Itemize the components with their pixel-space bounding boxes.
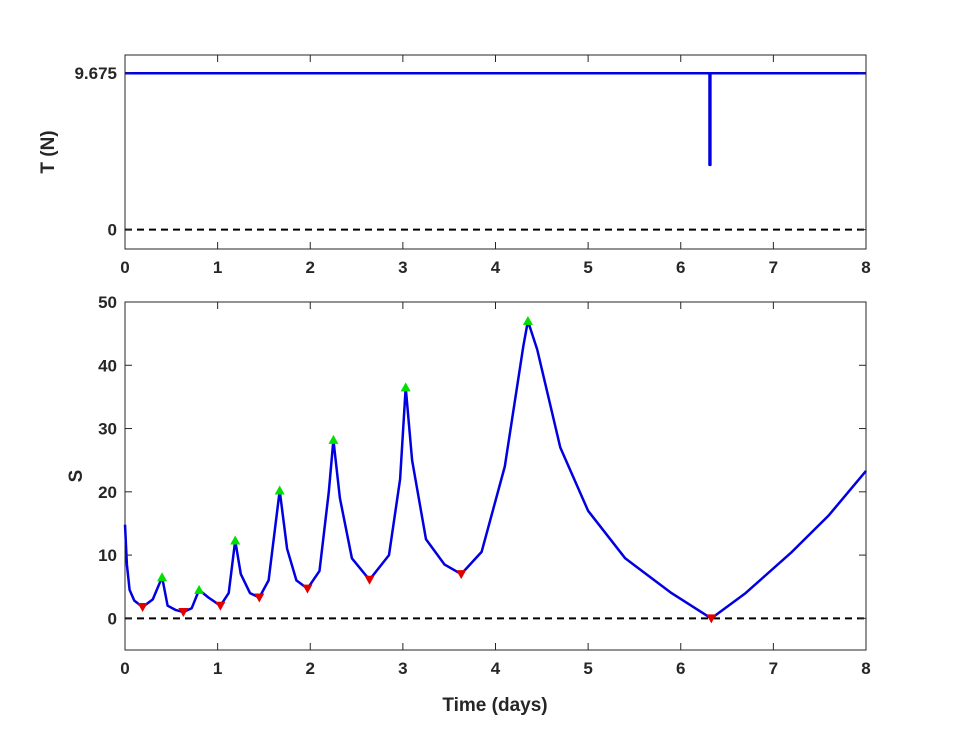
s-axes-box <box>124 301 867 651</box>
s-x-tick-label: 8 <box>861 659 870 678</box>
tension-x-tick-label: 2 <box>306 258 315 277</box>
tension-y-tick-label: 9.675 <box>74 64 117 83</box>
s-x-tick-label: 5 <box>583 659 592 678</box>
s-plot-area <box>123 315 867 624</box>
trough-marker <box>456 570 467 580</box>
s-y-tick-label: 50 <box>98 293 117 312</box>
tension-y-axis-label: T (N) <box>38 130 59 173</box>
tension-x-ticks: 0 1 2 3 4 5 6 7 8 <box>120 55 871 277</box>
trough-marker <box>302 584 313 594</box>
s-x-tick-label: 2 <box>306 659 315 678</box>
tension-x-tick-label: 8 <box>861 258 870 277</box>
s-series-line <box>123 319 867 620</box>
s-x-tick-label: 7 <box>769 659 778 678</box>
s-y-tick-label: 30 <box>98 420 117 439</box>
tension-x-tick-label: 1 <box>213 258 222 277</box>
tension-x-tick-label: 4 <box>491 258 501 277</box>
peak-marker <box>328 434 339 444</box>
tension-x-tick-label: 7 <box>769 258 778 277</box>
tension-panel: 0 1 2 3 4 5 6 7 8 0 9.675 T (N) <box>38 54 871 277</box>
tension-y-ticks: 0 9.675 <box>74 64 866 240</box>
tension-x-tick-label: 6 <box>676 258 685 277</box>
s-y-tick-label: 10 <box>98 546 117 565</box>
trough-marker <box>137 602 148 612</box>
s-x-tick-label: 4 <box>491 659 501 678</box>
trough-marker <box>215 601 226 611</box>
peak-marker <box>522 315 533 325</box>
s-panel: 0 1 2 3 4 5 6 7 8 0 10 20 30 40 50 S Time (days) <box>66 293 871 716</box>
trough-marker <box>254 593 265 603</box>
tension-axes-box <box>124 54 867 250</box>
tension-plot-area <box>125 71 866 231</box>
peak-marker <box>400 382 411 392</box>
s-x-tick-label: 6 <box>676 659 685 678</box>
s-x-tick-label: 0 <box>120 659 129 678</box>
s-y-ticks: 0 10 20 30 40 50 <box>98 293 866 628</box>
trough-marker <box>364 575 375 585</box>
s-x-tick-label: 1 <box>213 659 222 678</box>
s-y-axis-label: S <box>66 470 87 483</box>
s-y-tick-label: 0 <box>108 609 117 628</box>
tension-x-tick-label: 3 <box>398 258 407 277</box>
tension-x-tick-label: 5 <box>583 258 592 277</box>
s-x-axis-label: Time (days) <box>442 695 547 716</box>
peak-marker <box>194 584 205 594</box>
peak-marker <box>274 485 285 495</box>
s-x-ticks: 0 1 2 3 4 5 6 7 8 <box>120 302 871 678</box>
tension-series-line <box>125 71 866 167</box>
peak-marker <box>230 535 241 545</box>
s-x-tick-label: 3 <box>398 659 407 678</box>
s-y-tick-label: 20 <box>98 483 117 502</box>
s-y-tick-label: 40 <box>98 356 117 375</box>
trough-marker <box>706 614 717 624</box>
tension-y-tick-label: 0 <box>108 221 117 240</box>
peak-marker <box>157 572 168 582</box>
trough-marker <box>178 608 189 618</box>
tension-x-tick-label: 0 <box>120 258 129 277</box>
